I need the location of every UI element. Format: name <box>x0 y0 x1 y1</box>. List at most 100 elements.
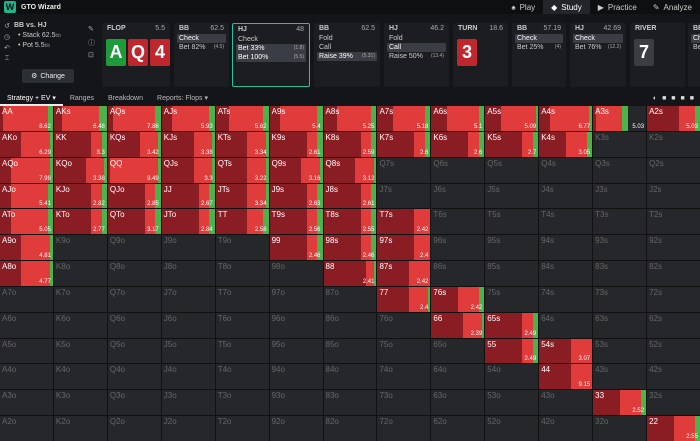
hand-cell[interactable]: Q3s <box>593 157 647 183</box>
hand-cell[interactable]: K8s 2.59 <box>323 131 377 157</box>
hand-cell[interactable]: K2o <box>53 416 107 441</box>
action-option[interactable]: Check <box>233 35 309 44</box>
action-option[interactable]: Bet 33% (1.8) <box>236 44 306 53</box>
hand-cell[interactable]: Q2o <box>107 416 161 441</box>
hand-cell[interactable]: 96s <box>431 235 485 261</box>
hand-cell[interactable]: A4s 6.77 <box>539 106 593 131</box>
hand-cell[interactable]: 54s 3.07 <box>539 338 593 364</box>
hand-cell[interactable]: A3s 5.03 <box>593 106 647 131</box>
panel-turn[interactable]: TURN 18.6 3 <box>453 23 508 87</box>
hand-cell[interactable]: 76o <box>377 312 431 338</box>
action-option[interactable]: Fold <box>314 34 380 43</box>
hand-cell[interactable]: T6o <box>215 312 269 338</box>
hand-cell[interactable]: QJo 2.85 <box>107 183 161 209</box>
hand-cell[interactable]: T6s <box>431 209 485 235</box>
square-icon[interactable]: ■ <box>689 95 694 102</box>
hand-cell[interactable]: K3o <box>53 390 107 416</box>
hand-cell[interactable]: K7o <box>53 286 107 312</box>
panel-bb1[interactable]: BB 62.5 Check Bet 82% (4.5) <box>174 23 229 87</box>
hand-cell[interactable]: Q7o <box>107 286 161 312</box>
hand-cell[interactable]: T5o <box>215 338 269 364</box>
hand-cell[interactable]: 52s <box>647 338 700 364</box>
hand-cell[interactable]: T8o <box>215 261 269 286</box>
hand-cell[interactable]: 88 2.41 <box>323 261 377 286</box>
hand-cell[interactable]: 64o <box>431 364 485 390</box>
app-logo[interactable]: W <box>4 1 16 13</box>
hand-cell[interactable]: 84o <box>323 364 377 390</box>
hand-cell[interactable]: 74o <box>377 364 431 390</box>
hand-cell[interactable]: 75o <box>377 338 431 364</box>
hand-cell[interactable]: J9o <box>161 235 215 261</box>
hand-cell[interactable]: 42o <box>539 416 593 441</box>
hand-cell[interactable]: K8o <box>53 261 107 286</box>
action-option[interactable]: Raise 50% (13.4) <box>384 52 449 61</box>
hand-cell[interactable]: K5s 2.7 <box>485 131 539 157</box>
hand-cell[interactable]: 97o <box>269 286 323 312</box>
hand-cell[interactable]: J7s <box>377 183 431 209</box>
action-option[interactable]: Check <box>515 34 563 43</box>
hand-cell[interactable]: T7o <box>215 286 269 312</box>
hand-cell[interactable]: Q6o <box>107 312 161 338</box>
hand-cell[interactable]: Q8o <box>107 261 161 286</box>
hand-cell[interactable]: T4s <box>539 209 593 235</box>
hand-cell[interactable]: Q9o <box>107 235 161 261</box>
hand-cell[interactable]: T8s 2.55 <box>323 209 377 235</box>
hand-cell[interactable]: K6s 2.6 <box>431 131 485 157</box>
hand-cell[interactable]: QQ 9.49 <box>107 157 161 183</box>
action-option[interactable]: Bet 25% (4) <box>512 43 566 52</box>
hand-cell[interactable]: 92s <box>647 235 700 261</box>
hand-cell[interactable]: 33 2.52 <box>593 390 647 416</box>
hand-cell[interactable]: T4o <box>215 364 269 390</box>
hand-cell[interactable]: K7s 2.6 <box>377 131 431 157</box>
hand-cell[interactable]: Q4o <box>107 364 161 390</box>
hand-cell[interactable]: A8s 5.25 <box>323 106 377 131</box>
hand-cell[interactable]: K9s 2.61 <box>269 131 323 157</box>
hand-cell[interactable]: A7s 5.18 <box>377 106 431 131</box>
hand-cell[interactable]: KJo 2.82 <box>53 183 107 209</box>
hand-cell[interactable]: AA 8.62 <box>0 106 53 131</box>
square-icon[interactable]: ■ <box>662 95 667 102</box>
hand-cell[interactable]: Q6s <box>431 157 485 183</box>
nav-study[interactable]: ◆ Study <box>543 0 590 14</box>
hand-cell[interactable]: 64s <box>539 312 593 338</box>
hand-cell[interactable]: J4o <box>161 364 215 390</box>
hand-cell[interactable]: T3o <box>215 390 269 416</box>
hand-cell[interactable]: T5s <box>485 209 539 235</box>
hand-cell[interactable]: Q7s <box>377 157 431 183</box>
hand-cell[interactable]: 75s <box>485 286 539 312</box>
clock-icon[interactable]: ◷ <box>3 34 11 41</box>
hand-cell[interactable]: Q5s <box>485 157 539 183</box>
action-option[interactable]: Fold <box>384 34 449 43</box>
tab-2[interactable]: Breakdown <box>107 95 144 102</box>
panel-bb4[interactable]: BB Ch Be <box>688 23 700 87</box>
hand-cell[interactable]: K4o <box>53 364 107 390</box>
hand-cell[interactable]: 62o <box>431 416 485 441</box>
action-option[interactable]: Call <box>387 43 446 52</box>
hand-cell[interactable]: 52o <box>485 416 539 441</box>
hand-cell[interactable]: T3s <box>593 209 647 235</box>
square-icon[interactable]: ■ <box>680 95 685 102</box>
hand-cell[interactable]: 55 2.49 <box>485 338 539 364</box>
hand-cell[interactable]: JTs 3.34 <box>215 183 269 209</box>
hand-cell[interactable]: 72o <box>377 416 431 441</box>
hand-cell[interactable]: J8s 2.61 <box>323 183 377 209</box>
hand-cell[interactable]: 43s <box>593 364 647 390</box>
hand-cell[interactable]: QTo 3.17 <box>107 209 161 235</box>
hand-cell[interactable]: 86o <box>323 312 377 338</box>
hand-cell[interactable]: A9o 4.81 <box>0 235 53 261</box>
hand-cell[interactable]: ATo 5.05 <box>0 209 53 235</box>
hand-cell[interactable]: 22 2.55 <box>647 416 700 441</box>
hand-cell[interactable]: KQo 3.38 <box>53 157 107 183</box>
action-option[interactable]: Bet 76% (12.2) <box>570 43 626 52</box>
hand-cell[interactable]: A6s 5.1 <box>431 106 485 131</box>
hand-cell[interactable]: 82o <box>323 416 377 441</box>
hand-cell[interactable]: 32o <box>593 416 647 441</box>
undo-icon[interactable]: ↶ <box>4 45 10 52</box>
hand-cell[interactable]: A5o <box>0 338 53 364</box>
hand-cell[interactable]: A5s 5.09 <box>485 106 539 131</box>
hand-cell[interactable]: KTs 3.34 <box>215 131 269 157</box>
hand-cell[interactable]: K2s <box>647 131 700 157</box>
hand-cell[interactable]: 73s <box>593 286 647 312</box>
hand-cell[interactable]: A6o <box>0 312 53 338</box>
hand-cell[interactable]: Q4s <box>539 157 593 183</box>
